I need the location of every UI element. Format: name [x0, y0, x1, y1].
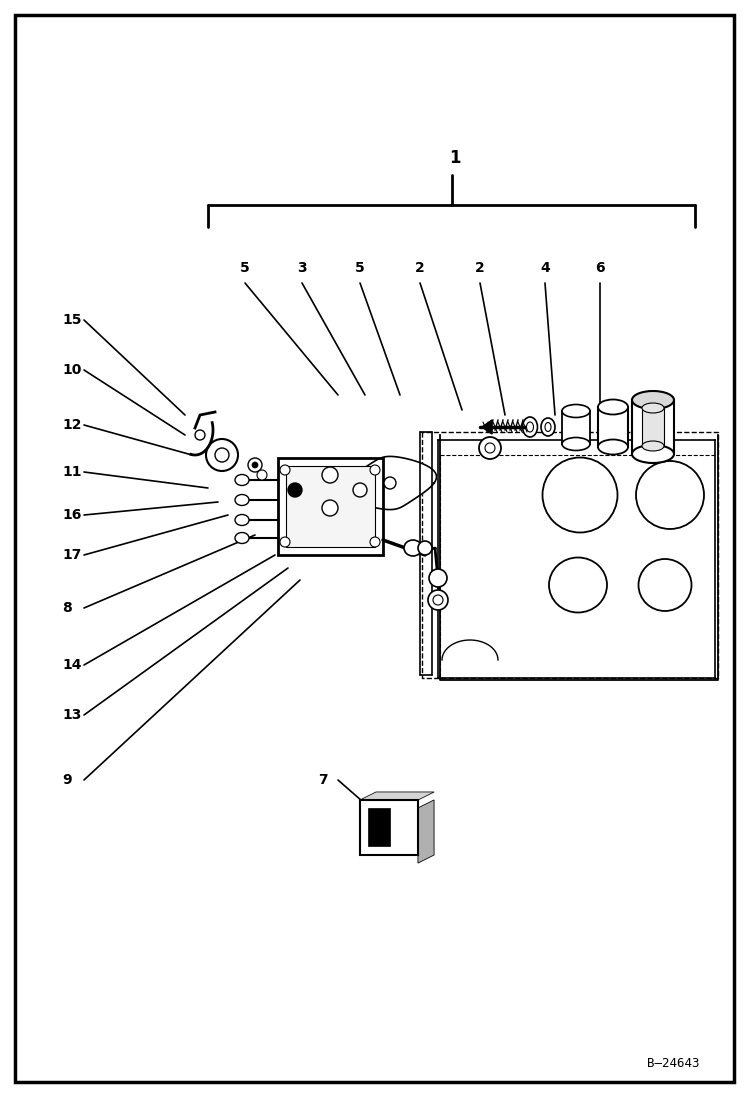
Ellipse shape [485, 443, 495, 453]
Text: 11: 11 [62, 465, 82, 479]
Ellipse shape [404, 540, 422, 556]
Text: 8: 8 [62, 601, 72, 615]
Text: 7: 7 [318, 773, 327, 787]
Polygon shape [344, 456, 437, 510]
Ellipse shape [545, 422, 551, 431]
Ellipse shape [235, 532, 249, 543]
Ellipse shape [235, 514, 249, 525]
Bar [286, 466, 375, 547]
Ellipse shape [322, 500, 338, 516]
Ellipse shape [523, 417, 538, 437]
Ellipse shape [527, 422, 533, 432]
Ellipse shape [632, 391, 674, 409]
Ellipse shape [195, 430, 205, 440]
Ellipse shape [353, 483, 367, 497]
Ellipse shape [288, 483, 302, 497]
Bar [632, 400, 674, 454]
Ellipse shape [370, 465, 380, 475]
Ellipse shape [636, 461, 704, 529]
Ellipse shape [549, 557, 607, 612]
Ellipse shape [542, 457, 617, 532]
Text: 2: 2 [415, 261, 425, 275]
Ellipse shape [598, 399, 628, 415]
Ellipse shape [235, 475, 249, 486]
Ellipse shape [642, 403, 664, 412]
Ellipse shape [418, 541, 432, 555]
Bar [642, 408, 664, 446]
Text: 17: 17 [62, 548, 82, 562]
Polygon shape [418, 800, 434, 863]
Text: 16: 16 [62, 508, 82, 522]
Bar [598, 407, 628, 446]
Bar [368, 808, 390, 846]
Ellipse shape [428, 590, 448, 610]
Text: 14: 14 [62, 658, 82, 672]
Ellipse shape [562, 405, 590, 418]
Ellipse shape [562, 438, 590, 451]
Ellipse shape [433, 595, 443, 606]
Bar [278, 459, 383, 555]
Ellipse shape [598, 440, 628, 454]
Ellipse shape [248, 459, 262, 472]
Bar [360, 800, 418, 855]
Ellipse shape [322, 467, 338, 483]
Ellipse shape [541, 418, 555, 436]
Ellipse shape [257, 470, 267, 480]
Ellipse shape [280, 465, 290, 475]
Text: 4: 4 [540, 261, 550, 275]
Ellipse shape [479, 437, 501, 459]
Ellipse shape [632, 445, 674, 463]
Ellipse shape [642, 441, 664, 451]
Ellipse shape [384, 477, 396, 489]
Text: 5: 5 [240, 261, 250, 275]
Text: 1: 1 [449, 149, 461, 167]
Text: 2: 2 [475, 261, 485, 275]
Text: 10: 10 [62, 363, 82, 377]
Ellipse shape [252, 462, 258, 468]
Text: 6: 6 [595, 261, 604, 275]
Ellipse shape [215, 448, 229, 462]
Ellipse shape [206, 439, 238, 471]
Ellipse shape [235, 495, 249, 506]
Ellipse shape [370, 538, 380, 547]
Polygon shape [482, 420, 492, 434]
Text: 3: 3 [297, 261, 307, 275]
Text: 9: 9 [62, 773, 72, 787]
Text: 13: 13 [62, 708, 82, 722]
Ellipse shape [638, 559, 691, 611]
Bar [562, 411, 590, 444]
Ellipse shape [280, 538, 290, 547]
Text: 15: 15 [62, 313, 82, 327]
Text: 5: 5 [355, 261, 365, 275]
Text: B–24643: B–24643 [647, 1058, 700, 1070]
Ellipse shape [429, 569, 447, 587]
Polygon shape [360, 792, 434, 800]
Text: 12: 12 [62, 418, 82, 432]
